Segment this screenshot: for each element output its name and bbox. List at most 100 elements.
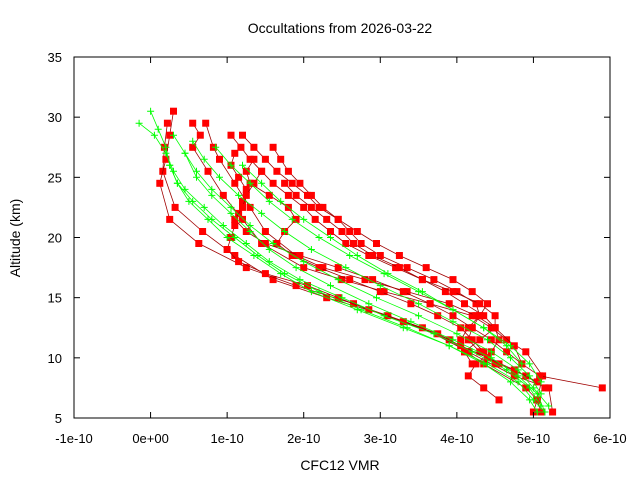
y-tick-label: 5	[55, 411, 62, 426]
data-point-plus	[533, 408, 541, 416]
data-point-plus	[281, 228, 289, 235]
data-point-plus	[292, 264, 300, 272]
data-point-square	[166, 131, 174, 139]
data-point-square	[434, 312, 442, 320]
profile-line	[205, 123, 603, 389]
data-point-square	[250, 143, 258, 151]
data-point-plus	[235, 191, 243, 199]
data-point-square	[476, 300, 484, 308]
data-point-plus	[514, 366, 522, 374]
data-point-square	[369, 276, 377, 284]
data-point-square	[457, 336, 465, 344]
data-point-square	[237, 143, 245, 151]
data-point-square	[484, 300, 491, 308]
data-point-plus	[246, 228, 254, 235]
data-point-square	[399, 318, 407, 326]
data-point-plus	[380, 312, 388, 320]
data-point-plus	[357, 306, 365, 314]
data-point-square	[239, 197, 246, 205]
data-point-square	[323, 215, 331, 223]
data-point-plus	[200, 203, 208, 211]
data-point-square	[522, 384, 530, 392]
y-tick-label: 35	[48, 50, 62, 65]
data-point-square	[300, 264, 308, 272]
y-axis-label: Altitude (km)	[7, 199, 23, 278]
data-point-plus	[147, 107, 155, 115]
data-point-plus	[265, 246, 273, 253]
series-layer	[135, 107, 606, 416]
data-point-square	[269, 276, 277, 284]
data-point-square	[476, 348, 484, 356]
data-point-square	[480, 312, 488, 320]
data-point-plus	[418, 288, 426, 296]
data-point-plus	[170, 131, 177, 139]
data-point-plus	[193, 167, 200, 175]
profile-line	[173, 134, 550, 407]
data-point-square	[258, 240, 266, 247]
data-point-square	[434, 330, 442, 338]
data-point-square	[342, 240, 350, 247]
y-tick-label: 25	[48, 170, 62, 185]
profile-series-12	[147, 107, 549, 416]
data-point-plus	[258, 179, 266, 187]
data-point-plus	[227, 161, 235, 169]
x-axis-label: CFC12 VMR	[300, 457, 379, 473]
data-point-plus	[254, 252, 262, 259]
data-point-plus	[231, 234, 239, 241]
data-point-square	[418, 276, 426, 284]
data-point-plus	[227, 203, 235, 211]
profile-series-10	[231, 167, 526, 368]
data-point-square	[288, 252, 296, 259]
data-point-plus	[514, 372, 522, 380]
x-tick-label: 1e-10	[211, 431, 244, 446]
data-point-plus	[327, 282, 334, 290]
data-point-plus	[449, 306, 457, 314]
x-tick-label: 3e-10	[364, 431, 397, 446]
data-point-square	[269, 179, 277, 187]
data-point-plus	[533, 390, 541, 398]
data-point-plus	[300, 258, 308, 266]
data-point-square	[239, 215, 246, 223]
data-point-plus	[208, 191, 216, 199]
data-point-square	[503, 336, 511, 344]
data-point-plus	[449, 336, 457, 344]
data-point-square	[250, 155, 258, 163]
data-point-plus	[307, 288, 315, 296]
axes-layer: -1e-10 0e+00 1e-10 2e-10 3e-10 4e-10 5e-10 6e-1…	[48, 50, 627, 446]
data-point-square	[487, 336, 495, 344]
data-point-square	[403, 264, 411, 272]
data-point-square	[461, 300, 468, 308]
data-point-square	[457, 324, 465, 332]
data-point-plus	[265, 197, 273, 205]
data-point-plus	[480, 360, 488, 368]
data-point-square	[495, 396, 503, 404]
data-point-square	[403, 288, 411, 296]
data-point-square	[163, 119, 171, 127]
data-point-plus	[212, 143, 220, 151]
profile-series-17	[166, 161, 541, 416]
data-point-square	[468, 312, 476, 320]
x-tick-label: 0e+00	[132, 431, 169, 446]
profile-series-11	[281, 179, 499, 356]
chart-title: Occultations from 2026-03-22	[248, 20, 433, 36]
data-point-plus	[162, 149, 170, 157]
data-point-plus	[166, 161, 174, 169]
data-point-plus	[403, 324, 411, 332]
data-point-square	[537, 408, 545, 416]
data-point-square	[533, 378, 541, 386]
data-point-square	[277, 155, 285, 163]
data-point-square	[418, 324, 426, 332]
data-point-square	[315, 203, 323, 211]
data-point-square	[426, 300, 434, 308]
data-point-square	[503, 348, 511, 356]
data-point-square	[216, 155, 223, 163]
data-point-plus	[135, 119, 143, 127]
x-tick-label: -1e-10	[55, 431, 93, 446]
data-point-square	[536, 372, 544, 380]
data-point-plus	[246, 222, 254, 229]
data-point-square	[395, 264, 403, 272]
data-point-plus	[216, 173, 223, 181]
data-point-square	[261, 155, 269, 163]
data-point-square	[422, 264, 430, 272]
data-point-square	[202, 119, 210, 127]
